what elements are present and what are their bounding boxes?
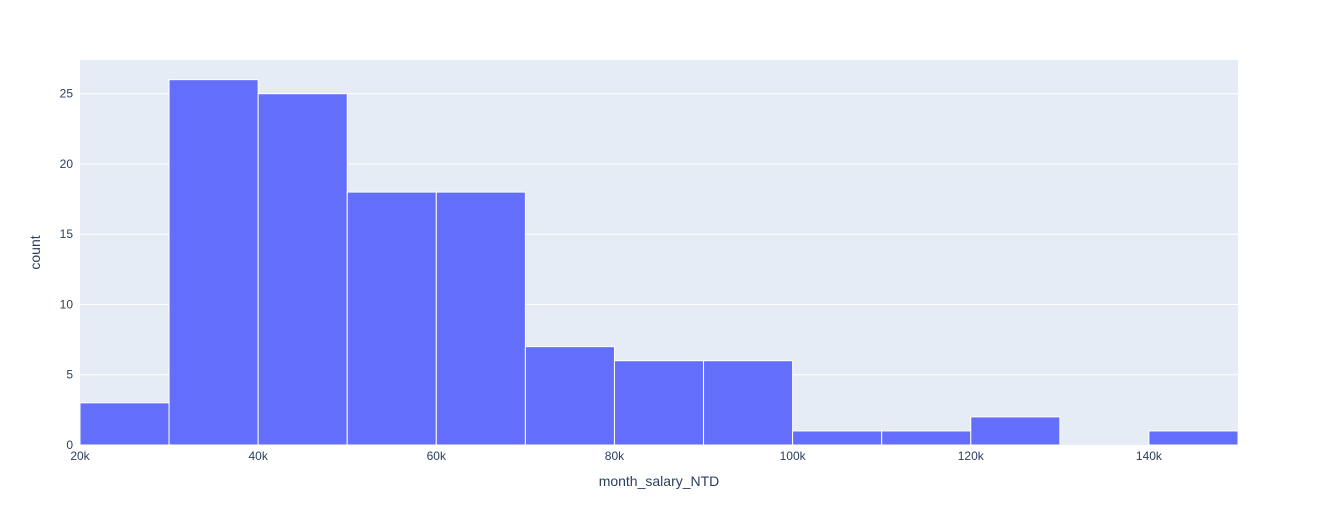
histogram-bar [703, 360, 794, 446]
x-axis-ticks: 20k 40k 60k 80k 100k 120k 140k [70, 449, 1163, 463]
x-tick-label: 120k [958, 449, 985, 463]
y-tick-label: 5 [66, 368, 73, 382]
histogram-bar [881, 430, 972, 446]
x-axis-title: month_salary_NTD [599, 473, 720, 489]
y-tick-label: 25 [60, 87, 74, 101]
bars [79, 79, 1239, 446]
histogram-bar [435, 191, 526, 446]
histogram-bar [613, 360, 705, 446]
x-tick-label: 100k [780, 449, 807, 463]
y-tick-label: 15 [60, 227, 74, 241]
histogram-bar [257, 93, 348, 446]
y-tick-label: 10 [60, 297, 74, 311]
histogram-bar [168, 79, 259, 446]
x-tick-label: 20k [70, 449, 90, 463]
x-tick-label: 40k [248, 449, 268, 463]
y-tick-label: 20 [60, 157, 74, 171]
histogram-bar [346, 191, 437, 446]
x-tick-label: 140k [1136, 449, 1163, 463]
histogram-bar [1148, 430, 1239, 446]
x-tick-label: 60k [427, 449, 447, 463]
histogram-bar [970, 416, 1061, 446]
histogram-bar [792, 430, 883, 446]
y-axis-ticks: 0 5 10 15 20 25 [60, 87, 74, 452]
x-tick-label: 80k [605, 449, 625, 463]
histogram-bar [524, 346, 615, 446]
y-tick-label: 0 [66, 438, 73, 452]
histogram-bar [79, 402, 170, 446]
y-axis-title: count [27, 235, 43, 269]
